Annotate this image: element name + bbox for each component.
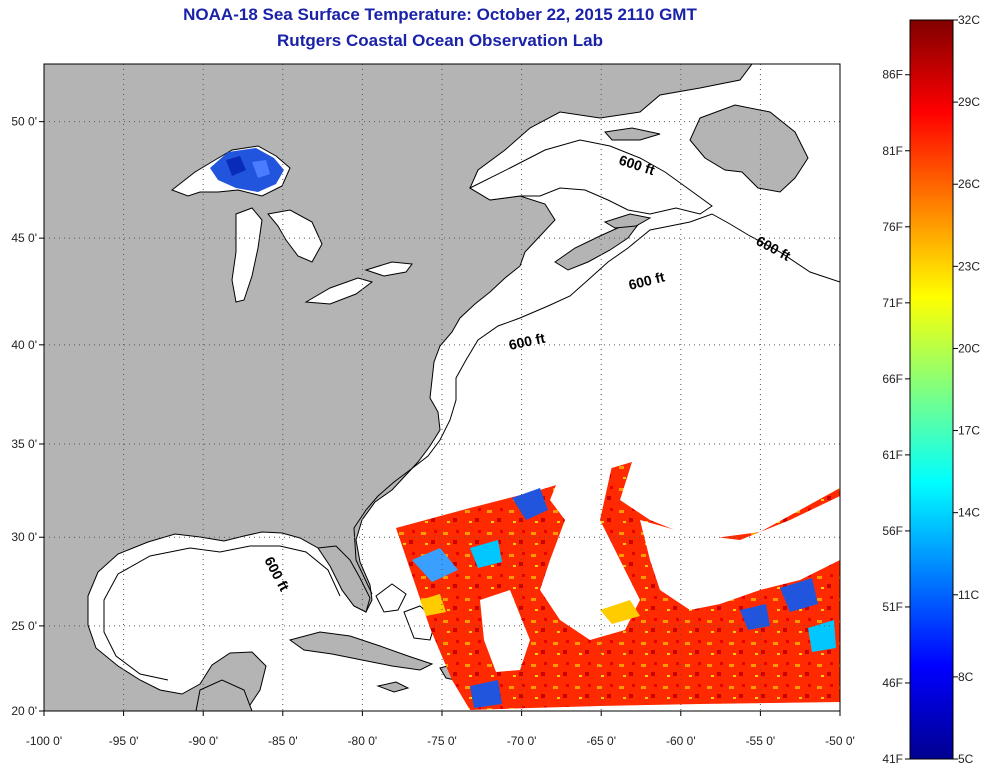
colorbar-c-label: 11C — [958, 588, 979, 602]
lat-label: 50 0' — [11, 115, 37, 129]
map-panel — [44, 64, 840, 711]
colorbar-c-label: 26C — [958, 177, 980, 191]
latitude-labels: 50 0' 45 0' 40 0' 35 0' 30 0' 25 0' 20 0' — [11, 115, 44, 718]
nova-scotia-land — [554, 221, 642, 271]
lon-label: -85 0' — [268, 734, 298, 748]
lat-label: 30 0' — [11, 530, 37, 544]
lat-label: 20 0' — [11, 704, 37, 718]
lon-label: -60 0' — [666, 734, 696, 748]
longitude-labels: -100 0' -95 0' -90 0' -85 0' -80 0' -75 0' -70… — [26, 711, 855, 748]
pei-land — [603, 213, 652, 229]
lake-superior-sst — [210, 148, 284, 192]
lake-huron — [267, 209, 323, 263]
lon-label: -100 0' — [26, 734, 62, 748]
colorbar-f-label: 56F — [882, 524, 903, 538]
lat-label: 25 0' — [11, 619, 37, 633]
colorbar-celsius-labels: 32C 29C 26C 23C 20C 17C 14C 11C 8C 5C — [953, 13, 980, 766]
colorbar-f-label: 66F — [882, 372, 903, 386]
newfoundland-land — [689, 104, 809, 193]
st-lawrence-gulf — [468, 139, 713, 215]
map-title: NOAA-18 Sea Surface Temperature: October… — [183, 5, 697, 24]
anticosti-land — [604, 127, 661, 141]
lake-michigan — [231, 207, 263, 303]
isobath-600ft — [353, 213, 840, 595]
map-subtitle: Rutgers Coastal Ocean Observation Lab — [277, 31, 603, 50]
sst-swath — [396, 462, 840, 710]
lon-label: -55 0' — [746, 734, 776, 748]
cuba-land — [288, 631, 434, 671]
yucatan-land — [195, 679, 253, 711]
colorbar-c-label: 20C — [958, 341, 980, 355]
colorbar-f-label: 86F — [882, 68, 903, 82]
isobath-600ft-gulf — [103, 545, 341, 681]
lon-label: -95 0' — [109, 734, 139, 748]
lon-label: -90 0' — [188, 734, 218, 748]
colorbar-c-label: 23C — [958, 259, 980, 273]
colorbar-fahrenheit-labels: 86F 81F 76F 71F 66F 61F 56F 51F 46F 41F — [882, 68, 910, 766]
lake-ontario — [364, 261, 413, 277]
lon-label: -70 0' — [507, 734, 537, 748]
lat-label: 45 0' — [11, 231, 37, 245]
isobath-label-mid-atlantic: 600 ft — [507, 330, 546, 353]
florida-land — [317, 545, 371, 613]
lon-label: -50 0' — [825, 734, 855, 748]
colorbar-c-label: 29C — [958, 95, 980, 109]
colorbar-f-label: 71F — [882, 296, 903, 310]
colorbar-f-label: 81F — [882, 144, 903, 158]
colorbar-f-label: 51F — [882, 600, 903, 614]
lat-label: 35 0' — [11, 437, 37, 451]
colorbar-c-label: 8C — [958, 670, 974, 684]
lake-erie — [304, 277, 374, 305]
colorbar-c-label: 32C — [958, 13, 980, 27]
colorbar-c-label: 5C — [958, 752, 974, 766]
lon-label: -75 0' — [427, 734, 457, 748]
colorbar — [909, 19, 954, 760]
colorbar-f-label: 41F — [882, 752, 903, 766]
colorbar-c-label: 17C — [958, 424, 980, 438]
lon-label: -65 0' — [586, 734, 616, 748]
lon-label: -80 0' — [348, 734, 378, 748]
lat-label: 40 0' — [11, 338, 37, 352]
colorbar-f-label: 76F — [882, 220, 903, 234]
jamaica-land — [376, 681, 410, 693]
colorbar-c-label: 14C — [958, 506, 980, 520]
colorbar-f-label: 46F — [882, 676, 903, 690]
colorbar-f-label: 61F — [882, 448, 903, 462]
